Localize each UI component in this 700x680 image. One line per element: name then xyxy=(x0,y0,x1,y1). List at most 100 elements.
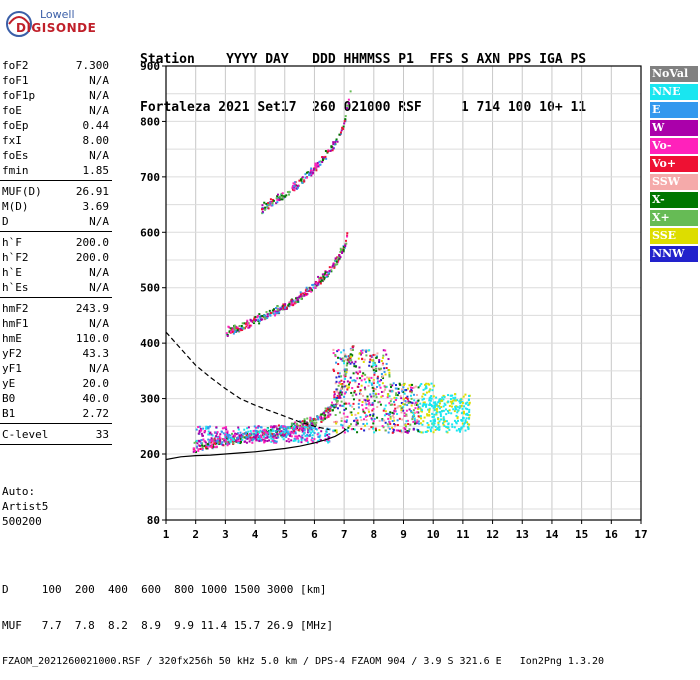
spread-echo-point xyxy=(407,430,410,433)
spread-echo-point xyxy=(341,404,344,407)
spread-echo-point xyxy=(456,399,459,402)
spread-echo-point xyxy=(371,418,374,421)
spread-echo-point xyxy=(365,419,368,422)
echo-point xyxy=(268,436,271,439)
spread-echo-point xyxy=(467,417,470,420)
param-value: 20.0 xyxy=(82,377,110,390)
echo-point xyxy=(261,314,264,317)
param-row: C-level 33 xyxy=(0,427,112,442)
echo-point xyxy=(304,173,307,176)
spread-echo-point xyxy=(338,411,341,414)
trace-layer xyxy=(166,90,471,461)
echo-point xyxy=(307,429,310,432)
echo-point xyxy=(265,202,268,205)
spread-echo-point xyxy=(372,408,375,411)
echo-point xyxy=(232,332,235,335)
echo-point xyxy=(301,181,304,184)
spread-echo-point xyxy=(437,426,440,429)
spread-echo-point xyxy=(365,350,368,353)
spread-echo-point xyxy=(433,413,436,416)
echo-point xyxy=(263,201,266,204)
echo-point xyxy=(345,242,348,245)
spread-echo-point xyxy=(460,426,463,429)
spread-echo-point xyxy=(363,349,366,352)
param-value: 33 xyxy=(95,428,109,441)
spread-echo-point xyxy=(349,362,352,365)
spread-echo-point xyxy=(332,429,335,432)
spread-echo-point xyxy=(406,430,409,433)
param-value: N/A xyxy=(89,266,109,279)
echo-point xyxy=(339,131,342,134)
echo-point xyxy=(276,308,279,311)
param-value: N/A xyxy=(89,149,109,162)
legend-entry: E xyxy=(650,102,698,118)
spread-echo-point xyxy=(429,399,432,402)
echo-point xyxy=(294,435,297,438)
spread-echo-point xyxy=(403,392,406,395)
echo-point xyxy=(305,426,308,429)
spread-echo-point xyxy=(437,405,440,408)
y-tick-label: 300 xyxy=(140,393,160,406)
echo-point xyxy=(226,430,229,433)
echo-point xyxy=(331,409,334,412)
echo-point xyxy=(319,434,322,437)
spread-echo-point xyxy=(451,423,454,426)
spread-echo-point xyxy=(445,430,448,433)
echo-point xyxy=(322,156,325,159)
echo-point xyxy=(199,447,202,450)
echo-point xyxy=(211,444,214,447)
echo-point xyxy=(289,434,292,437)
spread-echo-point xyxy=(378,429,381,432)
spread-echo-point xyxy=(332,368,335,371)
echo-point xyxy=(225,443,228,446)
echo-point xyxy=(204,444,207,447)
spread-echo-point xyxy=(370,376,373,379)
echo-point xyxy=(311,434,314,437)
echo-point xyxy=(338,257,341,260)
spread-echo-point xyxy=(431,412,434,415)
spread-echo-point xyxy=(383,370,386,373)
echo-point xyxy=(248,434,251,437)
echo-point xyxy=(327,415,330,418)
spread-echo-point xyxy=(416,411,419,414)
echo-point xyxy=(283,435,286,438)
echo-point xyxy=(271,439,274,442)
spread-echo-point xyxy=(402,391,405,394)
echo-point xyxy=(231,438,234,441)
echo-point xyxy=(264,433,267,436)
echo-point xyxy=(314,162,317,165)
echo-point xyxy=(222,432,225,435)
spread-echo-point xyxy=(434,402,437,405)
x-tick-label: 9 xyxy=(400,528,407,541)
spread-echo-point xyxy=(410,391,413,394)
echo-point xyxy=(324,434,327,437)
echo-point xyxy=(298,428,301,431)
spread-echo-point xyxy=(372,367,375,370)
param-value: 40.0 xyxy=(82,392,110,405)
echo-point xyxy=(325,431,328,434)
spread-echo-point xyxy=(353,419,356,422)
spread-echo-point xyxy=(336,421,339,424)
spread-echo-point xyxy=(351,379,354,382)
echo-point xyxy=(311,418,314,421)
spread-echo-point xyxy=(340,375,343,378)
y-tick-label: 200 xyxy=(140,448,160,461)
echo-point xyxy=(315,163,318,166)
spread-echo-point xyxy=(462,417,465,420)
param-key: B1 xyxy=(2,407,16,420)
echo-point xyxy=(302,431,305,434)
echo-point xyxy=(305,288,308,291)
spread-echo-point xyxy=(429,428,432,431)
echo-point xyxy=(287,438,290,441)
spread-echo-point xyxy=(374,427,377,430)
echo-point xyxy=(330,269,333,272)
spread-echo-point xyxy=(426,426,429,429)
spread-echo-point xyxy=(404,430,407,433)
spread-echo-point xyxy=(452,408,455,411)
echo-point xyxy=(210,433,213,436)
spread-echo-point xyxy=(335,431,338,434)
echo-point xyxy=(318,438,321,441)
spread-echo-point xyxy=(441,396,444,399)
echo-point xyxy=(345,239,348,242)
spread-echo-point xyxy=(363,418,366,421)
